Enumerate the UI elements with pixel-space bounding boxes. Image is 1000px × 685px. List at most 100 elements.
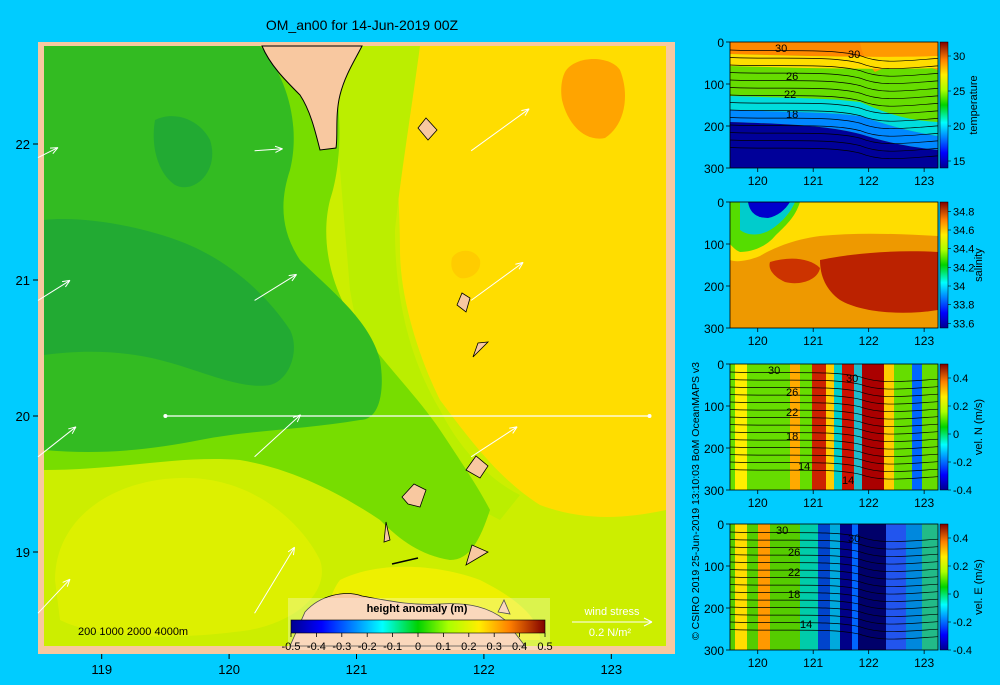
ve-green-1 <box>922 524 938 650</box>
section-colorbar-tick-label: -0.2 <box>953 617 972 629</box>
isotherm-line <box>729 606 939 617</box>
section-y-tick-label: 300 <box>704 644 724 658</box>
section-colorbar-tick-label: 33.8 <box>953 300 974 312</box>
isotherm-line <box>729 102 939 115</box>
ve-blue-2 <box>852 524 858 650</box>
isotherm-line <box>729 599 939 610</box>
colorbar-tick-label: 0.5 <box>537 641 552 653</box>
wind-arrow <box>37 426 77 458</box>
colorbar-tick-label: -0.2 <box>358 641 377 653</box>
section-colorbar-tick-label: 0 <box>953 589 959 601</box>
sal-red <box>820 251 938 313</box>
sal-blue <box>748 202 790 218</box>
wind-legend-label: wind stress <box>583 606 640 618</box>
ve-colorbar <box>939 523 949 651</box>
section-y-tick-label: 100 <box>704 78 724 92</box>
isotherm-line <box>729 409 939 420</box>
island-6 <box>465 544 489 566</box>
section-x-tick-label: 122 <box>859 334 879 348</box>
wind-arrow <box>254 273 297 301</box>
depth-legend: 200 1000 2000 4000m <box>78 626 188 638</box>
section-colorbar-tick-label: 34.8 <box>953 206 974 218</box>
section-colorbar-tick-label: 15 <box>953 156 965 168</box>
wind-arrow <box>254 414 302 458</box>
ve-cyan-2 <box>830 524 840 650</box>
light-yellow-south <box>55 477 322 637</box>
contour-label: 30 <box>848 49 860 61</box>
map-x-tick-label: 120 <box>218 662 240 677</box>
isotherm-line <box>729 79 939 92</box>
contour-label: 30 <box>776 525 788 537</box>
isotherm-line <box>729 379 939 390</box>
ve-blue-3 <box>886 524 906 650</box>
isotherm-line <box>729 629 939 640</box>
credit-text: © CSIRO 2019 25-Jun-2019 13:10:03 BoM Oc… <box>690 362 702 640</box>
section-y-tick-label: 300 <box>704 162 724 176</box>
darker-green-patch <box>153 116 213 188</box>
section-colorbar-tick-label: 0.2 <box>953 561 968 573</box>
vn-colorbar <box>939 363 949 491</box>
section-x-tick-label: 123 <box>914 496 934 510</box>
contour-label: 26 <box>788 547 800 559</box>
contour-label: 22 <box>786 407 798 419</box>
section-x-tick-label: 122 <box>859 496 879 510</box>
section-x-tick-label: 120 <box>748 334 768 348</box>
isotherm-line <box>729 569 939 580</box>
vn-yellow-1 <box>735 364 747 490</box>
section-x-tick-label: 122 <box>859 656 879 670</box>
isotherm-line <box>729 546 939 557</box>
isotherm-line <box>729 584 939 595</box>
isotherm-line <box>729 431 939 442</box>
section-colorbar-tick-label: -0.2 <box>953 457 972 469</box>
salinity-colorbar <box>939 201 949 329</box>
wind-arrow <box>37 279 71 301</box>
section-x-tick-label: 120 <box>748 656 768 670</box>
isotherm-line <box>729 371 939 382</box>
colorbar-label: height anomaly (m) <box>367 603 468 615</box>
island-7 <box>383 521 391 543</box>
velocity-north-contours <box>729 371 939 480</box>
map-y-tick-label: 20 <box>16 409 30 424</box>
ve-orange-1 <box>758 524 770 650</box>
section-y-tick-label: 200 <box>704 280 724 294</box>
section-x-tick-label: 123 <box>914 656 934 670</box>
contour-label: 18 <box>786 431 798 443</box>
section-colorbar-tick-label: 34.6 <box>953 225 974 237</box>
isotherm-line <box>729 132 939 145</box>
isotherm-line <box>729 94 939 107</box>
contour-label: 22 <box>784 89 796 101</box>
temp-layer-yellow <box>730 54 938 69</box>
map-x-tick-label: 119 <box>91 662 112 677</box>
section-x-tick-label: 123 <box>914 174 934 188</box>
map-title: OM_an00 for 14-Jun-2019 00Z <box>266 17 459 33</box>
colorbar-tick-label: -0.3 <box>332 641 351 653</box>
section-x-tick-label: 120 <box>748 174 768 188</box>
island-2 <box>456 292 471 313</box>
isotherm-line <box>729 531 939 542</box>
section-colorbar-tick-label: 0 <box>953 429 959 441</box>
vn-orange-1 <box>790 364 800 490</box>
temperature-contours <box>729 49 939 160</box>
map-x-tick-label: 121 <box>346 662 368 677</box>
isotherm-line <box>729 614 939 625</box>
contour-label: 18 <box>788 589 800 601</box>
section-colorbar-tick-label: -0.4 <box>953 645 972 657</box>
isotherm-line <box>729 416 939 427</box>
wind-arrow <box>470 261 524 301</box>
transect-line <box>163 414 652 418</box>
section-x-tick-label: 120 <box>748 496 768 510</box>
isotherm-line <box>729 461 939 472</box>
section-x-tick-label: 121 <box>803 174 823 188</box>
vn-cyan-2 <box>854 364 862 490</box>
temperature-frame <box>729 41 939 169</box>
isotherm-line <box>729 554 939 565</box>
section-x-tick-label: 122 <box>859 174 879 188</box>
section-colorbar-tick-label: 0.2 <box>953 401 968 413</box>
section-y-tick-label: 0 <box>717 196 724 210</box>
colorbar-tick-label: 0.4 <box>512 641 527 653</box>
salinity-frame <box>729 201 939 329</box>
section-colorbar-tick-label: 34.4 <box>953 244 974 256</box>
contour-label: 30 <box>768 365 780 377</box>
map-y-tick-label: 22 <box>16 137 30 152</box>
